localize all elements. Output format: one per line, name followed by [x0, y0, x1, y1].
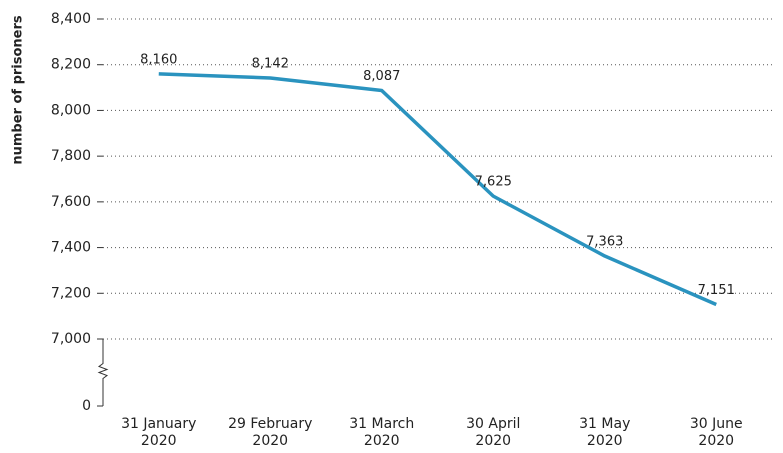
- x-tick-label: 29 February: [228, 416, 312, 432]
- y-tick-label: 8,400: [51, 11, 91, 27]
- x-tick-label: 31 May: [579, 416, 630, 432]
- data-label: 7,151: [698, 283, 735, 298]
- x-tick-label: 30 April: [466, 416, 520, 432]
- x-tick-label: 2020: [475, 433, 511, 449]
- y-tick-label: 7,200: [51, 285, 91, 301]
- y-axis-label: number of prisoners: [11, 15, 26, 165]
- y-tick-label: 7,800: [51, 148, 91, 164]
- x-tick-label: 2020: [364, 433, 400, 449]
- x-tick-label: 30 June: [690, 416, 743, 432]
- y-tick-label: 0: [82, 398, 91, 414]
- y-tick-label: 7,400: [51, 240, 91, 256]
- y-tick-label: 8,200: [51, 57, 91, 73]
- data-label: 8,087: [363, 69, 400, 84]
- data-label: 8,142: [252, 56, 289, 71]
- x-tick-label: 31 January: [121, 416, 196, 432]
- data-label: 7,625: [475, 175, 512, 190]
- x-tick-label: 2020: [587, 433, 623, 449]
- line: [158, 72, 717, 307]
- x-tick-label: 2020: [698, 433, 734, 449]
- axis-break: [97, 339, 109, 406]
- x-tick-label: 2020: [141, 433, 177, 449]
- y-tick-label: 7,000: [51, 331, 91, 347]
- data-label: 8,160: [140, 52, 177, 67]
- x-tick-label: 2020: [252, 433, 288, 449]
- y-tick-label: 8,000: [51, 102, 91, 118]
- x-tick-label: 31 March: [349, 416, 414, 432]
- y-tick-label: 7,600: [51, 194, 91, 210]
- data-label: 7,363: [586, 235, 623, 250]
